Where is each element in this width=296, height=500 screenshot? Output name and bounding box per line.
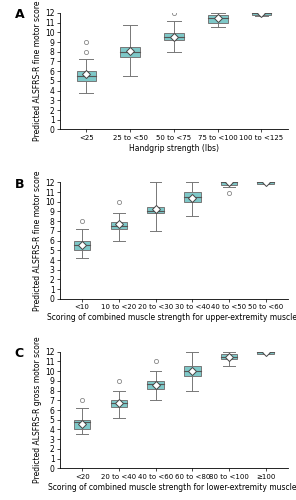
- Bar: [258, 182, 274, 184]
- Bar: [74, 420, 90, 430]
- X-axis label: Scoring of combined muscle strength for lower-extremity muscles: Scoring of combined muscle strength for …: [48, 482, 296, 492]
- Text: B: B: [15, 178, 24, 190]
- Bar: [120, 47, 140, 56]
- Bar: [74, 240, 90, 250]
- Bar: [184, 192, 200, 202]
- X-axis label: Scoring of combined muscle strength for upper-extremity muscles: Scoring of combined muscle strength for …: [47, 313, 296, 322]
- Bar: [164, 34, 184, 40]
- Bar: [221, 354, 237, 358]
- Bar: [111, 400, 127, 407]
- Bar: [147, 381, 164, 388]
- Bar: [221, 182, 237, 185]
- Bar: [184, 366, 200, 376]
- Y-axis label: Predicted ALSFRS-R gross motor score: Predicted ALSFRS-R gross motor score: [33, 336, 42, 484]
- Text: A: A: [15, 8, 24, 21]
- X-axis label: Handgrip strength (lbs): Handgrip strength (lbs): [129, 144, 219, 153]
- Bar: [147, 206, 164, 214]
- Bar: [208, 15, 228, 22]
- Bar: [111, 222, 127, 229]
- Bar: [252, 13, 271, 15]
- Bar: [258, 352, 274, 354]
- Y-axis label: Predicted ALSFRS-R fine motor score: Predicted ALSFRS-R fine motor score: [33, 170, 42, 311]
- Text: C: C: [15, 347, 24, 360]
- Y-axis label: Predicted ALSFRS-R fine motor score: Predicted ALSFRS-R fine motor score: [33, 1, 42, 142]
- Bar: [77, 71, 96, 81]
